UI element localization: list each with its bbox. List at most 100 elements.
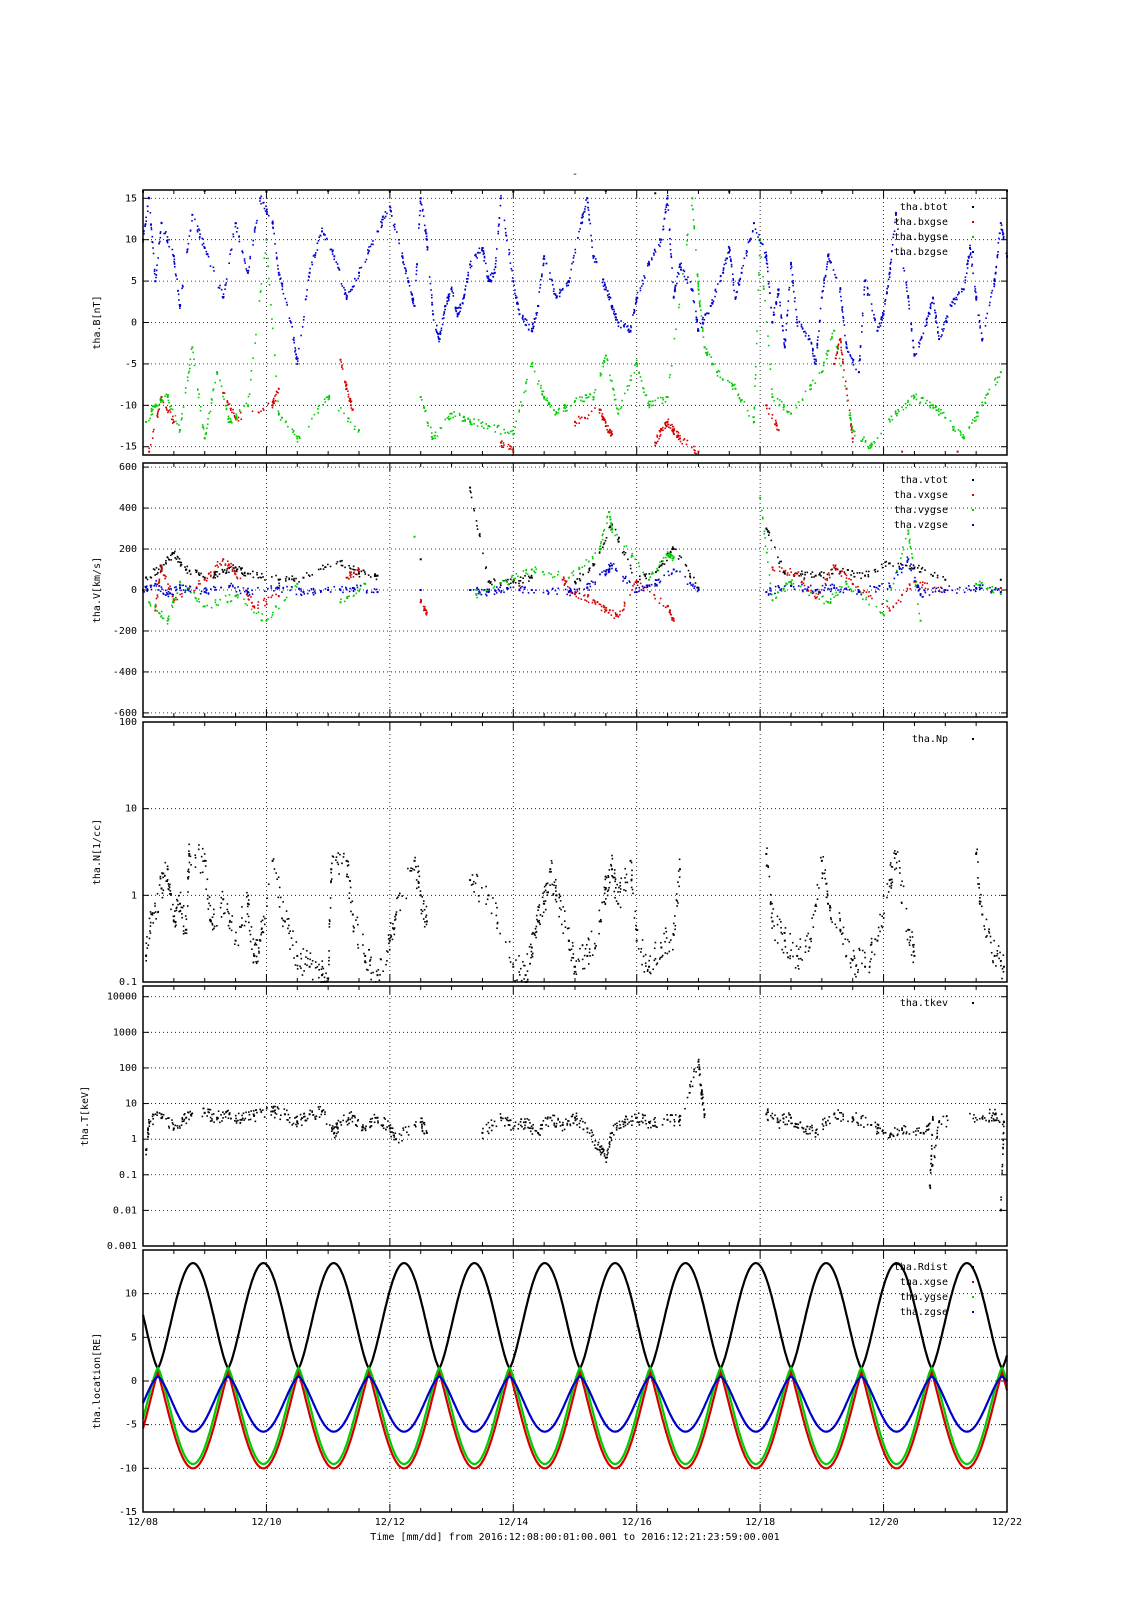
ytick-label-B-2: 5 — [131, 276, 137, 287]
point-B-2 — [185, 387, 187, 389]
point-N-0 — [256, 944, 258, 946]
point-V-1 — [217, 561, 219, 563]
point-V-1 — [810, 590, 812, 592]
point-B-2 — [160, 400, 162, 402]
point-V-2 — [235, 595, 237, 597]
point-N-0 — [266, 905, 268, 907]
point-V-0 — [857, 572, 859, 574]
point-V-2 — [364, 583, 366, 585]
point-B-3 — [970, 248, 972, 250]
point-B-2 — [326, 397, 328, 399]
point-V-3 — [638, 591, 640, 593]
point-B-3 — [147, 205, 149, 207]
point-B-3 — [426, 233, 428, 235]
point-V-0 — [489, 580, 491, 582]
point-B-3 — [348, 291, 350, 293]
point-B-2 — [281, 417, 283, 419]
point-V-0 — [693, 577, 695, 579]
point-B-2 — [865, 440, 867, 442]
point-V-2 — [150, 605, 152, 607]
point-V-2 — [272, 612, 274, 614]
point-V-0 — [156, 567, 158, 569]
point-V-0 — [507, 579, 509, 581]
point-B-2 — [795, 405, 797, 407]
point-N-0 — [262, 919, 264, 921]
point-N-0 — [391, 936, 393, 938]
point-B-3 — [236, 231, 238, 233]
point-V-1 — [355, 573, 357, 575]
point-B-3 — [823, 279, 825, 281]
point-V-3 — [208, 592, 210, 594]
point-B-2 — [652, 400, 654, 402]
point-V-0 — [196, 570, 198, 572]
point-V-3 — [668, 575, 670, 577]
point-N-0 — [235, 940, 237, 942]
point-N-0 — [162, 897, 164, 899]
point-V-3 — [966, 587, 968, 589]
point-V-3 — [257, 587, 259, 589]
point-B-2 — [200, 406, 202, 408]
point-B-3 — [667, 195, 669, 197]
point-B-2 — [340, 407, 342, 409]
point-N-0 — [539, 923, 541, 925]
point-B-3 — [305, 298, 307, 300]
point-V-3 — [281, 591, 283, 593]
point-N-0 — [547, 894, 549, 896]
point-B-2 — [850, 419, 852, 421]
point-V-2 — [673, 556, 675, 558]
point-N-0 — [226, 909, 228, 911]
point-B-3 — [458, 307, 460, 309]
point-V-3 — [371, 591, 373, 593]
point-B-3 — [252, 244, 254, 246]
point-V-0 — [515, 582, 517, 584]
point-B-3 — [775, 302, 777, 304]
point-B-2 — [462, 420, 464, 422]
point-B-3 — [846, 344, 848, 346]
point-B-3 — [167, 236, 169, 238]
point-N-0 — [246, 896, 248, 898]
point-V-3 — [506, 588, 508, 590]
point-N-0 — [297, 968, 299, 970]
point-N-0 — [150, 932, 152, 934]
point-B-3 — [692, 290, 694, 292]
point-B-3 — [574, 249, 576, 251]
point-B-3 — [779, 305, 781, 307]
point-B-1 — [166, 409, 168, 411]
ylabel-V: tha.V[km/s] — [92, 557, 103, 623]
point-V-1 — [264, 598, 266, 600]
point-B-3 — [969, 245, 971, 247]
point-B-1 — [346, 388, 348, 390]
point-B-3 — [974, 286, 976, 288]
point-B-3 — [372, 244, 374, 246]
point-B-0 — [512, 191, 514, 193]
point-B-1 — [837, 351, 839, 353]
point-V-0 — [685, 564, 687, 566]
point-V-2 — [793, 583, 795, 585]
point-B-3 — [593, 256, 595, 258]
point-V-1 — [227, 567, 229, 569]
point-B-3 — [989, 302, 991, 304]
point-V-2 — [764, 530, 766, 532]
point-N-0 — [536, 926, 538, 928]
point-N-0 — [234, 943, 236, 945]
point-B-2 — [827, 354, 829, 356]
point-B-2 — [832, 333, 834, 335]
point-V-1 — [423, 610, 425, 612]
point-B-3 — [674, 288, 676, 290]
point-B-2 — [641, 380, 643, 382]
point-V-2 — [603, 530, 605, 532]
point-B-3 — [314, 256, 316, 258]
point-V-1 — [663, 605, 665, 607]
point-B-1 — [341, 364, 343, 366]
point-B-3 — [273, 233, 275, 235]
point-V-3 — [473, 589, 475, 591]
point-B-3 — [446, 303, 448, 305]
point-B-3 — [602, 282, 604, 284]
point-N-0 — [205, 888, 207, 890]
point-V-2 — [777, 591, 779, 593]
point-B-3 — [394, 226, 396, 228]
point-B-3 — [470, 261, 472, 263]
point-B-3 — [344, 289, 346, 291]
point-V-0 — [851, 570, 853, 572]
point-B-2 — [324, 398, 326, 400]
